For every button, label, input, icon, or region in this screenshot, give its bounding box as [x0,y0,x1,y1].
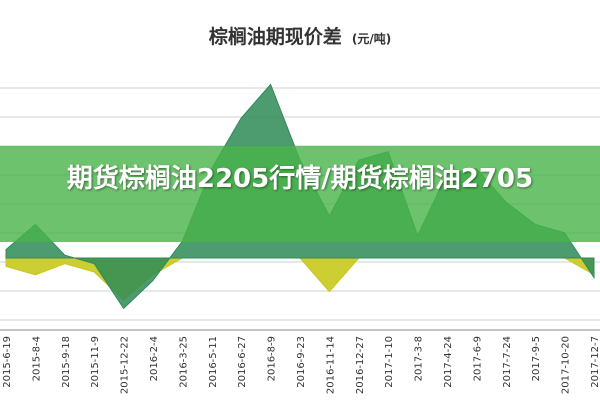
overlay-banner [0,146,600,242]
x-tick-label-10: 2016-9-23 [296,336,307,388]
x-tick-label-11: 2016-11-14 [325,336,336,394]
x-tick-label-17: 2017-7-24 [502,336,513,388]
x-tick-label-15: 2017-4-24 [443,336,454,388]
chart-unit: (元/吨) [351,32,392,46]
chart-title: 棕榈油期现价差 (元/吨) [0,22,600,49]
x-tick-label-0: 2015-6-19 [2,336,13,388]
x-tick-label-9: 2016-8-9 [267,336,278,381]
x-tick-label-13: 2017-1-10 [384,336,395,388]
overlay-banner-text: 期货棕榈油2205行情/期货棕榈油2705 [66,164,534,194]
x-tick-label-12: 2016-12-27 [355,336,366,394]
x-tick-label-7: 2016-5-11 [208,336,219,388]
x-tick-label-18: 2017-9-5 [531,336,542,381]
x-tick-label-8: 2016-6-27 [237,336,248,388]
x-tick-label-5: 2016-2-4 [149,336,160,381]
x-tick-label-1: 2015-8-4 [31,336,42,381]
x-tick-label-2: 2015-9-18 [61,336,72,388]
x-tick-label-20: 2017-12-7 [590,336,600,388]
x-tick-label-3: 2015-11-9 [90,336,101,388]
x-tick-label-16: 2017-6-9 [472,336,483,381]
chart-title-text: 棕榈油期现价差 [208,26,342,48]
x-tick-label-14: 2017-3-8 [414,336,425,381]
x-tick-label-6: 2016-3-25 [178,336,189,388]
x-tick-label-19: 2017-10-20 [561,336,572,394]
x-tick-label-4: 2015-12-22 [120,336,131,394]
x-tick-labels: 2015-6-19 2015-8-4 2015-9-18 2015-11-9 2015-… [2,336,600,394]
